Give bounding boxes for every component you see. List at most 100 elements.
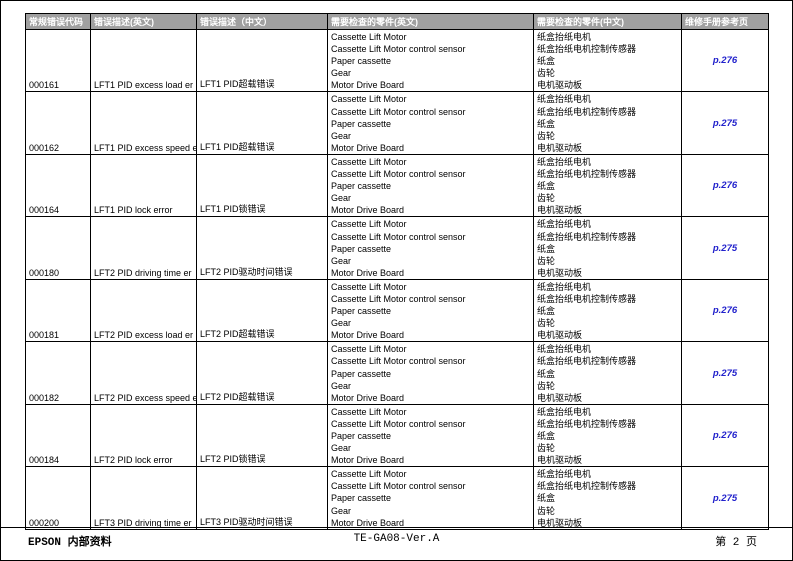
- part-item: 纸盒: [537, 431, 556, 441]
- part-item: Cassette Lift Motor: [331, 469, 407, 480]
- part-item: 纸盒抬纸电机: [537, 32, 592, 42]
- error-row-000181: 000181 LFT2 PID excess load er LFT2 PID超载错…: [25, 278, 769, 343]
- parts-to-check-en-cell: Cassette Lift Motor Cassette Lift Motor c…: [327, 466, 534, 530]
- part-item: Motor Drive Board: [331, 205, 405, 216]
- manual-page-ref-cell: p.275: [681, 466, 769, 530]
- part-item: Gear: [331, 380, 352, 391]
- page-reference-link[interactable]: p.276: [712, 430, 738, 442]
- part-item: Cassette Lift Motor: [331, 406, 407, 417]
- error-desc-cn-cell: LFT1 PID超载错误: [196, 28, 328, 93]
- part-item: Gear: [331, 318, 352, 329]
- part-item: Cassette Lift Motor control sensor: [331, 169, 466, 180]
- part-item: Gear: [331, 68, 352, 79]
- part-item: 纸盒: [537, 243, 556, 254]
- part-item: 纸盒抬纸电机控制传感器: [537, 481, 637, 492]
- footer-divider: [1, 527, 792, 528]
- part-item: Cassette Lift Motor: [331, 344, 407, 355]
- footer-document-version: TE-GA08-Ver.A: [353, 533, 440, 545]
- manual-page-ref-cell: p.276: [681, 28, 769, 93]
- error-row-000184: 000184 LFT2 PID lock error LFT2 PID锁错误 Cass…: [25, 403, 769, 468]
- part-item: 纸盒抬纸电机控制传感器: [537, 231, 637, 242]
- parts-to-check-cn-cell: 纸盒抬纸电机 纸盒抬纸电机控制传感器 纸盒 齿轮 电机驱动板: [533, 341, 682, 405]
- manual-page-ref-cell: p.275: [681, 216, 769, 280]
- part-item: Paper cassette: [331, 368, 392, 379]
- part-item: 齿轮: [537, 255, 556, 266]
- error-code-cell: 000180: [25, 216, 91, 280]
- part-item: Gear: [331, 443, 352, 454]
- part-item: 纸盒抬纸电机控制传感器: [537, 169, 637, 180]
- part-item: Motor Drive Board: [331, 517, 405, 528]
- footer-document-owner: EPSON 内部资料: [28, 537, 112, 549]
- page-reference-link[interactable]: p.276: [712, 305, 738, 317]
- error-row-000164: 000164 LFT1 PID lock error LFT1 PID锁错误 Cass…: [25, 153, 769, 218]
- error-row-000161: 000161 LFT1 PID excess load er LFT1 PID超载错…: [25, 28, 769, 93]
- manual-page-ref-cell: p.275: [681, 91, 769, 155]
- part-item: Paper cassette: [331, 181, 392, 192]
- part-item: 纸盒抬纸电机控制传感器: [537, 293, 637, 304]
- part-item: Cassette Lift Motor control sensor: [331, 418, 466, 429]
- part-item: Cassette Lift Motor control sensor: [331, 293, 466, 304]
- page-reference-link[interactable]: p.275: [712, 492, 738, 504]
- error-row-000162: 000162 LFT1 PID excess speed e LFT1 PID超载错…: [25, 91, 769, 155]
- page-reference-link[interactable]: p.275: [712, 117, 738, 129]
- manual-page-ref-cell: p.276: [681, 403, 769, 468]
- manual-page-ref-cell: p.276: [681, 153, 769, 218]
- error-desc-cn-cell: LFT2 PID锁错误: [196, 403, 328, 468]
- parts-to-check-en-cell: Cassette Lift Motor Cassette Lift Motor c…: [327, 216, 534, 280]
- error-desc-cn-cell: LFT2 PID超载错误: [196, 278, 328, 343]
- page-reference-link[interactable]: p.275: [712, 242, 738, 254]
- part-item: Motor Drive Board: [331, 267, 405, 278]
- error-desc-cn-cell: LFT1 PID超载错误: [196, 91, 328, 155]
- part-item: 纸盒抬纸电机: [537, 406, 592, 417]
- part-item: Gear: [331, 130, 352, 141]
- part-item: 电机驱动板: [537, 330, 583, 341]
- part-item: 纸盒抬纸电机: [537, 156, 592, 167]
- error-code-cell: 000181: [25, 278, 91, 343]
- part-item: 纸盒抬纸电机控制传感器: [537, 44, 637, 55]
- part-item: Paper cassette: [331, 56, 392, 67]
- part-item: Cassette Lift Motor control sensor: [331, 44, 466, 55]
- part-item: 纸盒抬纸电机控制传感器: [537, 106, 637, 117]
- error-desc-en-cell: LFT1 PID excess load er: [90, 28, 197, 93]
- footer-page-number: 第 2 页: [715, 537, 757, 549]
- part-item: Cassette Lift Motor: [331, 219, 407, 230]
- part-item: 纸盒抬纸电机: [537, 281, 592, 292]
- part-item: Cassette Lift Motor control sensor: [331, 106, 466, 117]
- part-item: Motor Drive Board: [331, 330, 405, 341]
- page-reference-link[interactable]: p.275: [712, 367, 738, 379]
- part-item: 齿轮: [537, 318, 556, 329]
- page-reference-link[interactable]: p.276: [712, 55, 738, 67]
- part-item: Cassette Lift Motor control sensor: [331, 481, 466, 492]
- parts-to-check-en-cell: Cassette Lift Motor Cassette Lift Motor c…: [327, 403, 534, 468]
- part-item: 电机驱动板: [537, 205, 583, 216]
- part-item: Cassette Lift Motor: [331, 32, 407, 42]
- part-item: 纸盒: [537, 493, 556, 504]
- part-item: 齿轮: [537, 505, 556, 516]
- column-header-code: 常规错误代码: [25, 13, 91, 30]
- error-desc-en-cell: LFT2 PID driving time er: [90, 216, 197, 280]
- error-desc-en-cell: LFT3 PID driving time er: [90, 466, 197, 530]
- parts-to-check-en-cell: Cassette Lift Motor Cassette Lift Motor c…: [327, 341, 534, 405]
- part-item: 纸盒: [537, 368, 556, 379]
- part-item: Motor Drive Board: [331, 80, 405, 91]
- part-item: 电机驱动板: [537, 142, 583, 153]
- page-footer: EPSON 内部资料 TE-GA08-Ver.A 第 2 页: [0, 531, 793, 551]
- part-item: 齿轮: [537, 193, 556, 204]
- error-desc-cn-cell: LFT2 PID驱动时间错误: [196, 216, 328, 280]
- error-desc-en-cell: LFT2 PID excess speed e: [90, 341, 197, 405]
- parts-to-check-cn-cell: 纸盒抬纸电机 纸盒抬纸电机控制传感器 纸盒 齿轮 电机驱动板: [533, 403, 682, 468]
- part-item: Paper cassette: [331, 431, 392, 441]
- column-header-parts-en: 需要检查的零件(英文): [327, 13, 534, 30]
- error-code-cell: 000200: [25, 466, 91, 530]
- error-desc-cn-cell: LFT3 PID驱动时间错误: [196, 466, 328, 530]
- error-code-cell: 000182: [25, 341, 91, 405]
- part-item: 纸盒抬纸电机: [537, 219, 592, 230]
- part-item: Cassette Lift Motor control sensor: [331, 356, 466, 367]
- part-item: 纸盒: [537, 118, 556, 129]
- part-item: Motor Drive Board: [331, 455, 405, 466]
- page-reference-link[interactable]: p.276: [712, 180, 738, 192]
- parts-to-check-en-cell: Cassette Lift Motor Cassette Lift Motor c…: [327, 28, 534, 93]
- column-header-desc-cn: 错误描述（中文）: [196, 13, 328, 30]
- part-item: 纸盒抬纸电机控制传感器: [537, 356, 637, 367]
